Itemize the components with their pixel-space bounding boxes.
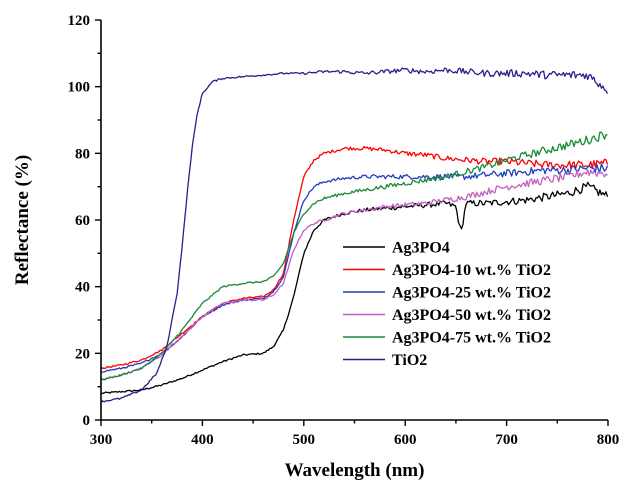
legend-label: Ag3PO4-50 wt.% TiO2 bbox=[392, 307, 551, 324]
legend-label: Ag3PO4-25 wt.% TiO2 bbox=[392, 285, 551, 302]
legend-label: Ag3PO4 bbox=[392, 240, 450, 257]
x-tick-label: 500 bbox=[293, 432, 316, 448]
y-tick-label: 80 bbox=[75, 146, 90, 162]
series-line-4 bbox=[101, 169, 608, 381]
y-axis-title: Reflectance (%) bbox=[12, 155, 33, 285]
x-tick-label: 700 bbox=[495, 432, 518, 448]
x-axis-title: Wavelength (nm) bbox=[285, 460, 425, 481]
y-tick-label: 40 bbox=[75, 280, 90, 296]
legend-label: Ag3PO4-10 wt.% TiO2 bbox=[392, 262, 551, 279]
series-layer bbox=[101, 67, 608, 403]
y-tick-label: 120 bbox=[68, 13, 91, 29]
legend-label: Ag3PO4-75 wt.% TiO2 bbox=[392, 330, 551, 347]
y-tick-label: 100 bbox=[68, 80, 91, 96]
x-tick-label: 400 bbox=[191, 432, 214, 448]
x-tick-label: 600 bbox=[394, 432, 417, 448]
y-tick-label: 20 bbox=[75, 346, 90, 362]
series-line-2 bbox=[101, 145, 608, 370]
series-line-6 bbox=[101, 67, 608, 403]
legend-label: TiO2 bbox=[392, 352, 427, 369]
y-tick-label: 0 bbox=[83, 413, 91, 429]
series-line-5 bbox=[101, 131, 608, 381]
x-tick-label: 300 bbox=[90, 432, 113, 448]
x-tick-label: 800 bbox=[597, 432, 620, 448]
legend: Ag3PO4 Ag3PO4-10 wt.% TiO2 Ag3PO4-25 wt.% … bbox=[343, 240, 551, 369]
series-line-3 bbox=[101, 163, 608, 373]
ticks-layer: 300 400 500 600 700 800 0 20 40 60 80 100 120 bbox=[68, 13, 620, 448]
y-tick-label: 60 bbox=[75, 213, 90, 229]
